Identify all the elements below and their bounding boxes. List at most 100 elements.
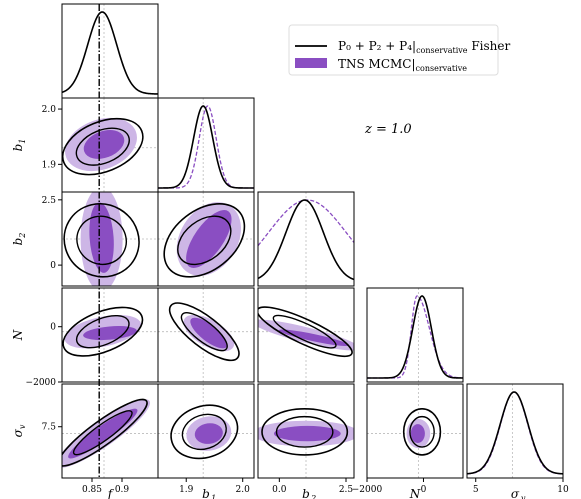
panel-frame bbox=[257, 383, 355, 479]
legend: P₀ + P₂ + P₄|conservative Fisher TNS MCM… bbox=[288, 24, 510, 76]
legend-patch-mcmc bbox=[295, 58, 327, 68]
y-tick-label-sv-0: 7.5 bbox=[42, 423, 57, 433]
panel-frame bbox=[257, 191, 355, 287]
y-tick-label-b1-1: 2.0 bbox=[42, 105, 57, 115]
x-axis-label-sub: 1 bbox=[211, 494, 216, 499]
contour-mcmc-68 bbox=[278, 329, 350, 347]
posterior-fisher-b2 bbox=[258, 199, 354, 281]
panel-N-sv bbox=[366, 383, 464, 479]
panel-frame bbox=[366, 287, 464, 383]
contour-fisher-68 bbox=[275, 415, 334, 448]
y-axis-label-b1: b1 bbox=[11, 139, 27, 152]
panel-b2-sv bbox=[257, 383, 355, 479]
x-tick-label-b1-1: 2.0 bbox=[236, 485, 251, 495]
y-axis-label-b2: b2 bbox=[11, 233, 27, 246]
legend-label-mcmc: TNS MCMC|conservative bbox=[338, 57, 467, 73]
panel-f-b1 bbox=[61, 97, 159, 193]
y-tick-label-N-1: −2000 bbox=[26, 378, 57, 388]
contour-fisher-95 bbox=[402, 407, 442, 456]
panel-frame bbox=[157, 383, 255, 479]
contour-fisher-68 bbox=[75, 127, 130, 166]
panel-frame bbox=[157, 97, 255, 193]
x-tick-label-f-0: 0.85 bbox=[82, 485, 102, 495]
x-tick-label-b2-0: 0.0 bbox=[272, 485, 287, 495]
contour-fisher-95 bbox=[62, 398, 148, 467]
contour-mcmc-68 bbox=[83, 130, 125, 159]
contour-fisher-95 bbox=[163, 202, 246, 278]
y-tick-label-N-0: 0 bbox=[50, 323, 56, 333]
x-axis-label-sub: 2 bbox=[310, 494, 316, 499]
y-tick-label-b2-1: 2.5 bbox=[42, 196, 57, 206]
x-axis-label-N: N bbox=[409, 487, 421, 499]
panel-frame bbox=[157, 287, 255, 383]
y-tick-label-b1-0: 1.9 bbox=[42, 160, 57, 170]
contour-fisher-68 bbox=[272, 314, 337, 349]
panel-f-b2 bbox=[61, 191, 159, 287]
panel-N-N bbox=[366, 287, 464, 383]
posterior-fisher-f bbox=[62, 11, 158, 95]
contour-fisher-68 bbox=[177, 215, 232, 266]
panel-f-sv bbox=[61, 383, 159, 479]
x-tick-label-b1-0: 1.9 bbox=[179, 485, 194, 495]
posterior-mcmc-N bbox=[367, 295, 463, 379]
x-tick-label-N-1: 0 bbox=[421, 485, 427, 495]
contour-fisher-95 bbox=[170, 404, 239, 460]
contour-fisher-68 bbox=[76, 215, 127, 266]
panel-f-N bbox=[61, 287, 159, 383]
contour-fisher-95 bbox=[63, 203, 140, 278]
panel-frame bbox=[61, 3, 159, 99]
panel-b2-N bbox=[257, 287, 355, 383]
contour-mcmc-68 bbox=[194, 423, 223, 444]
x-tick-label-sv-0: 5 bbox=[473, 485, 479, 495]
y-tick-label-b2-0: 0 bbox=[50, 261, 56, 271]
panel-b2-b2 bbox=[257, 191, 355, 287]
x-axis-label-b1: b1 bbox=[202, 487, 216, 499]
contour-fisher-95 bbox=[168, 302, 240, 362]
contour-fisher-95 bbox=[62, 117, 144, 176]
contour-mcmc-68 bbox=[83, 326, 137, 341]
contour-fisher-95 bbox=[258, 306, 353, 358]
contour-fisher-68 bbox=[72, 410, 133, 456]
contour-fisher-68 bbox=[180, 312, 228, 352]
panel-frame bbox=[466, 383, 564, 479]
posterior-mcmc-b1 bbox=[158, 105, 254, 189]
x-tick-label-N-0: −2000 bbox=[352, 485, 383, 495]
panel-frame bbox=[366, 383, 464, 479]
y-axis-label-N: N bbox=[11, 329, 25, 341]
panel-b1-b1 bbox=[157, 97, 255, 193]
contour-mcmc-68 bbox=[89, 202, 114, 273]
panel-frame bbox=[157, 191, 255, 287]
panels-layer bbox=[61, 3, 564, 479]
posterior-mcmc-sv bbox=[467, 391, 563, 475]
x-axis-label-sub: v bbox=[521, 494, 526, 499]
x-axis-label-f: f bbox=[107, 487, 115, 499]
contour-fisher-95 bbox=[62, 306, 144, 357]
contour-fisher-68 bbox=[181, 413, 227, 451]
contour-fisher-68 bbox=[409, 415, 435, 448]
panel-b1-b2 bbox=[157, 191, 255, 287]
y-axis-label-sub: 2 bbox=[18, 233, 27, 239]
legend-label-fisher: P₀ + P₂ + P₄|conservative Fisher bbox=[338, 39, 510, 55]
contour-mcmc-68 bbox=[68, 408, 138, 459]
legend-box bbox=[288, 24, 499, 76]
panel-f-f bbox=[61, 3, 159, 99]
x-axis-label-b2: b2 bbox=[302, 487, 316, 499]
panel-b1-sv bbox=[157, 383, 255, 479]
panel-sv-sv bbox=[466, 383, 564, 479]
contour-mcmc-68 bbox=[410, 424, 425, 443]
posterior-fisher-sv bbox=[467, 391, 563, 475]
contour-mcmc-68 bbox=[190, 317, 228, 349]
x-tick-label-sv-1: 10 bbox=[557, 485, 569, 495]
contour-fisher-68 bbox=[75, 314, 130, 349]
y-axis-label-sub: 1 bbox=[18, 139, 27, 144]
panel-frame bbox=[257, 287, 355, 383]
posterior-fisher-b1 bbox=[158, 105, 254, 189]
x-tick-label-f-1: 0.9 bbox=[115, 485, 130, 495]
contour-mcmc-68 bbox=[274, 425, 341, 442]
x-tick-label-b2-1: 2.5 bbox=[339, 485, 354, 495]
panel-b1-N bbox=[157, 287, 255, 383]
y-axis-label-sub: v bbox=[18, 424, 27, 429]
contour-fisher-95 bbox=[261, 407, 349, 456]
